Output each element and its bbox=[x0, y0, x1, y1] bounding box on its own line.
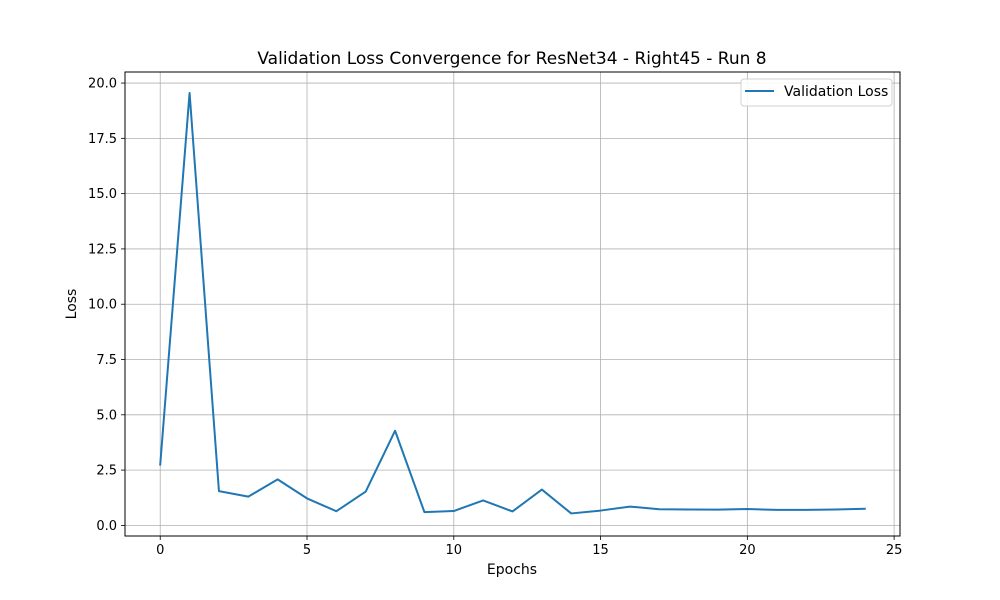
y-tick-label: 12.5 bbox=[88, 242, 117, 257]
y-tick-label: 10.0 bbox=[88, 298, 117, 313]
x-tick-label: 15 bbox=[592, 543, 609, 558]
legend-box bbox=[740, 78, 893, 107]
x-tick-label: 25 bbox=[886, 543, 903, 558]
y-tick-label: 15.0 bbox=[88, 187, 117, 202]
series-layer bbox=[159, 92, 866, 515]
y-tick-label: 7.5 bbox=[96, 353, 117, 368]
grid bbox=[125, 72, 900, 536]
legend: Validation Loss bbox=[740, 78, 893, 107]
y-tick-label: 0.0 bbox=[96, 519, 117, 534]
y-tick-label: 20.0 bbox=[88, 77, 117, 92]
y-tick-label: 5.0 bbox=[96, 408, 117, 423]
series-line-validation-loss bbox=[159, 92, 866, 515]
ticks: 0 5 10 15 20 25 0.0 2.5 5.0 7.5 10.0 12.5 15.0 17.5 20… bbox=[88, 77, 902, 558]
legend-label: Validation Loss bbox=[784, 84, 888, 100]
chart-title: Validation Loss Convergence for ResNet34… bbox=[257, 49, 766, 69]
x-axis-label: Epochs bbox=[487, 562, 537, 578]
x-tick-label: 20 bbox=[739, 543, 756, 558]
x-tick-label: 10 bbox=[446, 543, 463, 558]
y-tick-label: 17.5 bbox=[88, 132, 117, 147]
x-tick-label: 0 bbox=[156, 543, 164, 558]
x-tick-label: 5 bbox=[303, 543, 311, 558]
y-axis-label: Loss bbox=[64, 289, 80, 320]
y-tick-label: 2.5 bbox=[96, 464, 117, 479]
